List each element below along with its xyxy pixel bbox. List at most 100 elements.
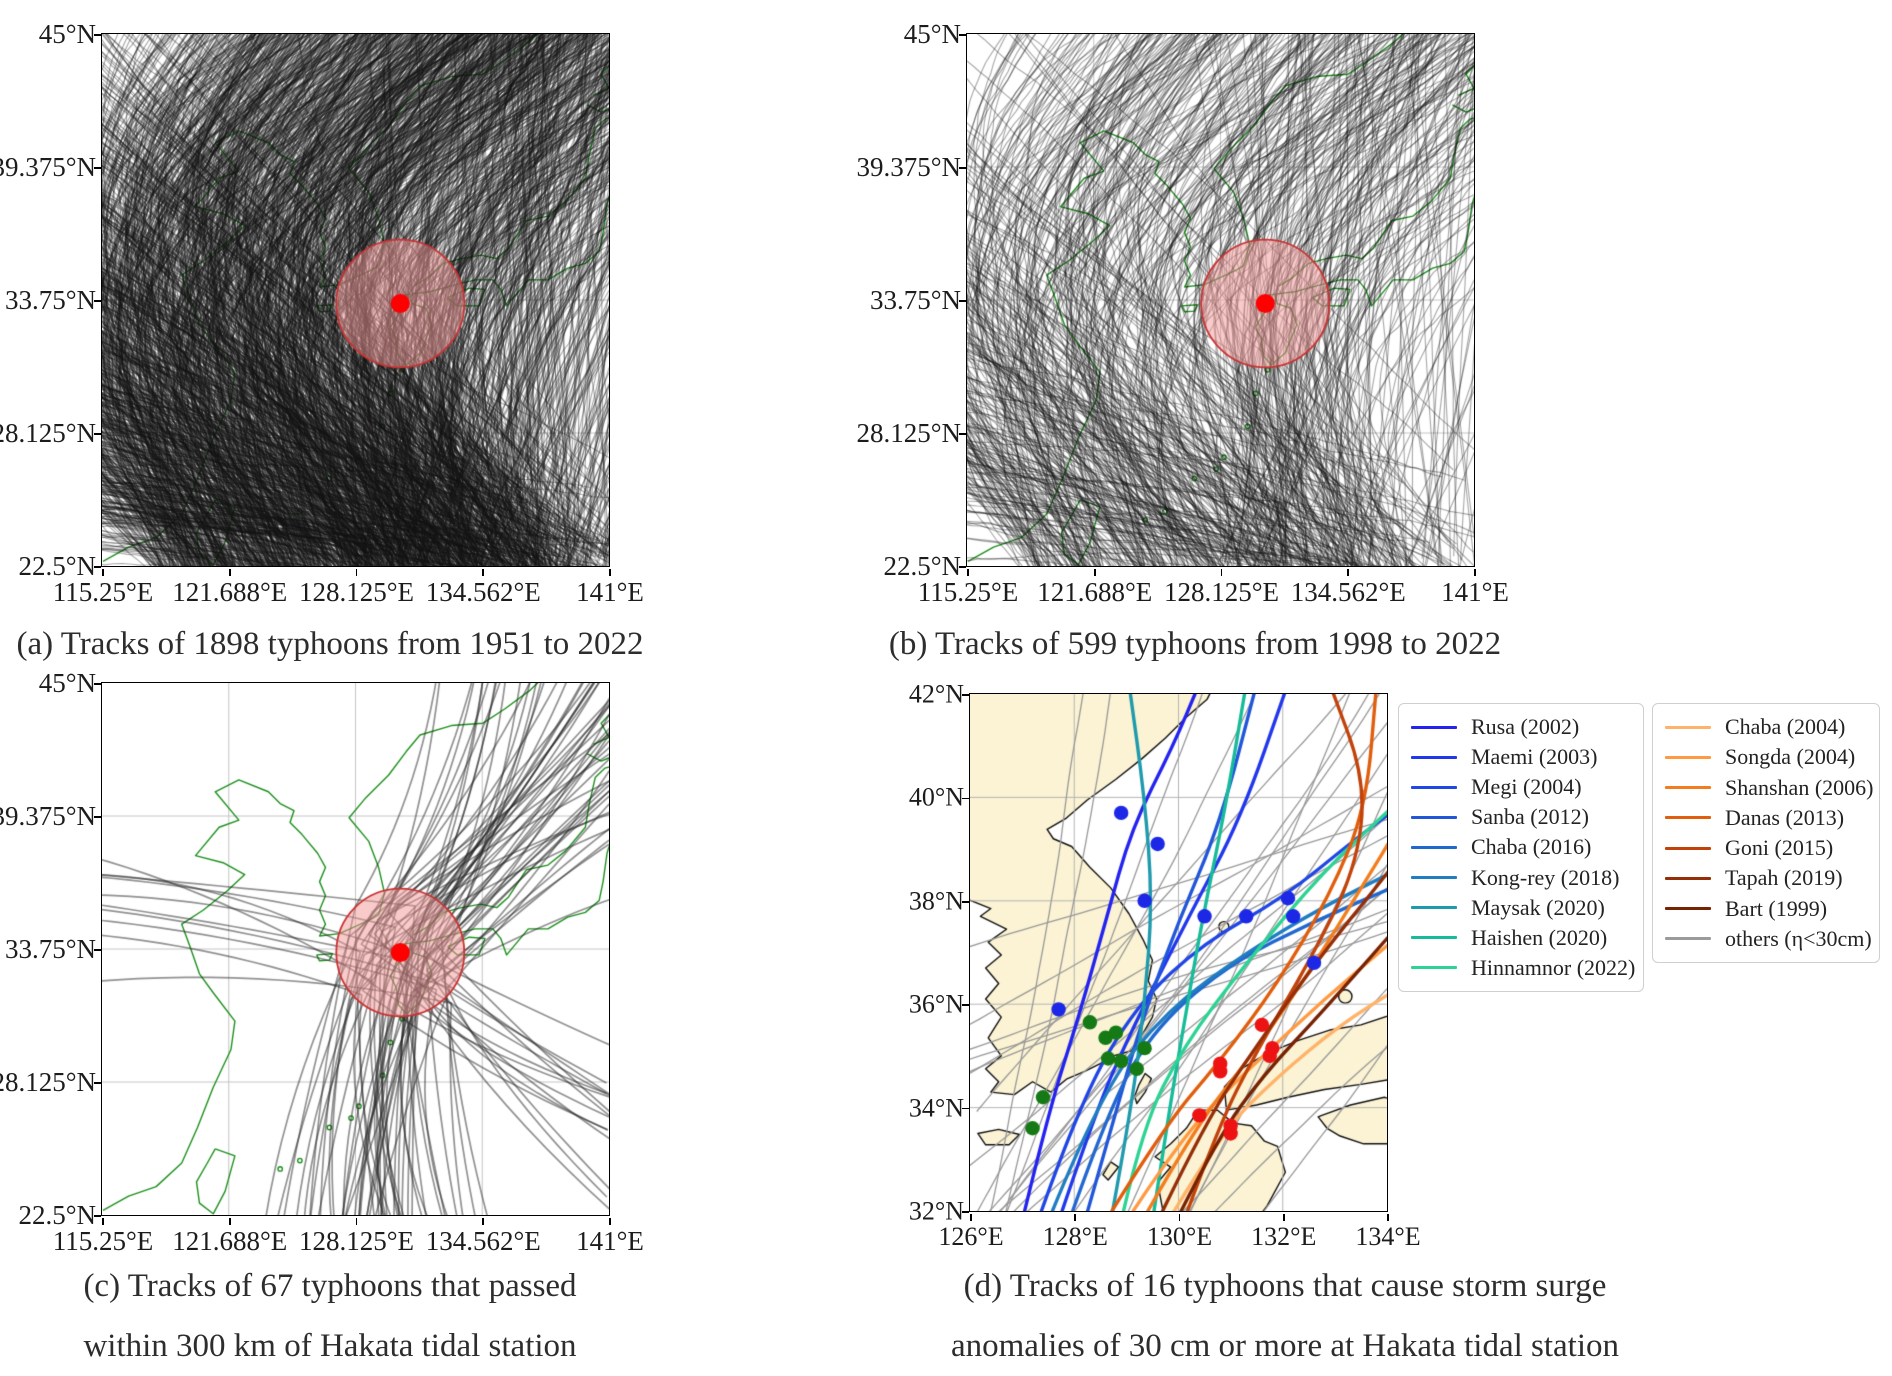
map-plot-d: [969, 693, 1389, 1213]
x-tick-label: 130°E: [1146, 1222, 1213, 1251]
map-canvas-a: [102, 34, 610, 567]
x-tick-label: 115.25°E: [917, 577, 1019, 607]
legend-item: Megi (2004): [1411, 774, 1631, 800]
x-tick-label: 141°E: [576, 577, 644, 607]
y-tick-label: 45°N: [903, 18, 961, 49]
y-tick-label: 36°N: [908, 989, 964, 1019]
legend-label: Chaba (2004): [1725, 714, 1846, 740]
legend-label: others (η<30cm): [1725, 925, 1872, 951]
legend-item: Haishen (2020): [1411, 925, 1631, 951]
x-tick-mark: [482, 1218, 485, 1225]
x-tick-label: 128°E: [1042, 1222, 1108, 1251]
legend-item: Chaba (2004): [1665, 714, 1867, 740]
y-tick-label: 39.375°N: [0, 800, 96, 831]
legend-line-sample: [1665, 907, 1711, 911]
x-tick-label: 134.562°E: [1290, 577, 1406, 607]
y-tick-label: 33.75°N: [4, 933, 96, 964]
x-tick-mark: [967, 569, 969, 576]
x-tick-mark: [102, 569, 104, 576]
legend-line-sample: [1665, 816, 1711, 820]
y-axis-labels-b: 45°N 39.375°N 33.75°N 28.125°N 22.5°N: [856, 19, 961, 581]
x-tick-mark: [609, 1218, 611, 1225]
legend-line-sample: [1411, 966, 1457, 970]
x-tick-label: 128.125°E: [1163, 577, 1280, 607]
legend-line-sample: [1411, 755, 1457, 759]
legend-line-sample: [1665, 937, 1711, 941]
map-canvas-d: [970, 694, 1388, 1212]
y-tick-mark: [94, 949, 101, 951]
legend-label: Rusa (2002): [1471, 714, 1580, 740]
x-tick-label: 141°E: [576, 1226, 644, 1256]
y-tick-label: 32°N: [908, 1196, 964, 1226]
y-tick-mark: [962, 1211, 969, 1213]
x-tick-mark: [609, 569, 611, 576]
y-tick-mark: [962, 1107, 969, 1110]
x-tick-label: 115.25°E: [52, 577, 154, 607]
legend-item: Maysak (2020): [1411, 895, 1631, 921]
x-tick-label: 134°E: [1355, 1222, 1421, 1251]
y-tick-label: 38°N: [908, 886, 964, 916]
y-tick-label: 45°N: [38, 18, 96, 49]
legend-box-blue-typhoons: Rusa (2002) Maemi (2003) Megi (2004) Sanba …: [1398, 703, 1644, 992]
legend-box-orange-typhoons: Chaba (2004) Songda (2004) Shanshan (2006)…: [1652, 703, 1880, 963]
x-tick-mark: [228, 1218, 231, 1225]
legend-line-sample: [1665, 876, 1711, 880]
legend-line-sample: [1411, 815, 1457, 819]
x-tick-label: 134.562°E: [425, 577, 541, 607]
legend-item: Tapah (2019): [1665, 865, 1867, 891]
y-axis-labels-d: 42°N 40°N 38°N 36°N 34°N 32°N: [864, 679, 964, 1225]
x-tick-label: 128.125°E: [298, 1226, 415, 1256]
y-axis-labels-a: 45°N 39.375°N 33.75°N 28.125°N 22.5°N: [0, 19, 96, 581]
y-tick-mark: [959, 34, 966, 36]
legend-item: Bart (1999): [1665, 896, 1867, 922]
legend-item: Chaba (2016): [1411, 834, 1631, 860]
y-tick-mark: [94, 300, 101, 302]
legend-line-sample: [1665, 786, 1711, 790]
x-tick-mark: [1220, 569, 1223, 576]
x-tick-mark: [355, 1218, 358, 1225]
legend-item: Shanshan (2006): [1665, 775, 1873, 801]
y-tick-mark: [94, 1215, 101, 1217]
legend-item: Danas (2013): [1665, 805, 1867, 831]
y-tick-label: 28.125°N: [856, 417, 961, 448]
legend-line-sample: [1665, 755, 1711, 759]
legend-label: Shanshan (2006): [1725, 774, 1874, 800]
y-tick-mark: [962, 1004, 969, 1006]
y-tick-label: 34°N: [908, 1092, 964, 1122]
legend-line-sample: [1411, 845, 1457, 849]
legend-line-sample: [1411, 876, 1457, 880]
x-tick-mark: [228, 569, 231, 576]
legend-line-sample: [1411, 785, 1457, 789]
caption-a: (a) Tracks of 1898 typhoons from 1951 to…: [16, 626, 644, 662]
y-tick-label: 40°N: [908, 782, 964, 812]
legend-item: Songda (2004): [1665, 744, 1867, 770]
y-tick-label: 22.5°N: [18, 550, 96, 581]
x-axis-labels-c: 115.25°E 121.688°E 128.125°E 134.562°E 141°E: [33, 1226, 680, 1260]
y-tick-label: 28.125°N: [0, 417, 96, 448]
y-tick-label: 33.75°N: [869, 284, 961, 315]
legend-item: Kong-rey (2018): [1411, 865, 1631, 891]
y-tick-mark: [94, 566, 101, 568]
legend-label: Kong-rey (2018): [1471, 864, 1620, 890]
map-plot-a: [101, 33, 611, 568]
x-tick-mark: [482, 569, 485, 576]
caption-c: (c) Tracks of 67 typhoons that passed wi…: [0, 1256, 660, 1376]
y-tick-mark: [94, 167, 101, 169]
legend-label: Maemi (2003): [1471, 744, 1598, 770]
y-tick-mark: [94, 816, 101, 818]
legend-item: Goni (2015): [1665, 835, 1867, 861]
legend-item: Hinnamnor (2022): [1411, 955, 1635, 981]
legend-label: Songda (2004): [1725, 744, 1856, 770]
x-tick-mark: [970, 1214, 972, 1221]
legend-label: Hinnamnor (2022): [1471, 954, 1636, 980]
y-tick-mark: [94, 433, 101, 435]
x-tick-label: 121.688°E: [172, 577, 288, 607]
caption-c-line2: within 300 km of Hakata tidal station: [83, 1328, 577, 1364]
x-tick-mark: [1282, 1214, 1285, 1221]
y-tick-mark: [959, 566, 966, 568]
legend-item: Rusa (2002): [1411, 714, 1631, 740]
y-tick-mark: [959, 167, 966, 169]
x-tick-label: 141°E: [1441, 577, 1509, 607]
y-tick-label: 22.5°N: [18, 1199, 96, 1230]
